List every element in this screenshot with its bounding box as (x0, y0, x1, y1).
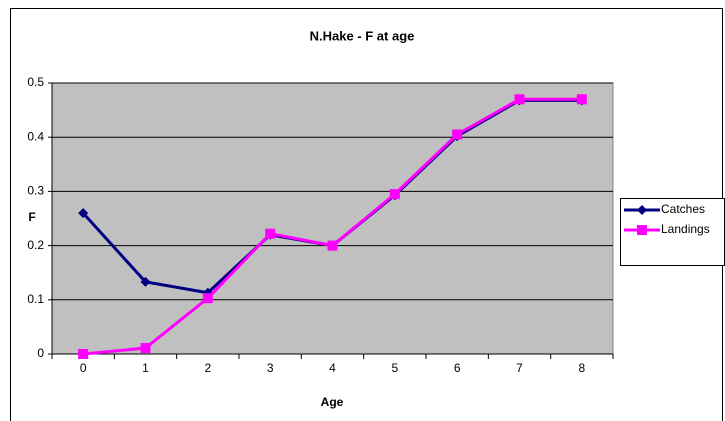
x-axis-label: Age (321, 395, 344, 409)
marker (78, 208, 89, 219)
x-tick-label: 8 (578, 361, 585, 375)
x-tick-label: 7 (516, 361, 523, 375)
x-tick-label: 2 (204, 361, 211, 375)
marker (514, 94, 525, 105)
x-tick-label: 4 (329, 361, 336, 375)
y-tick-label: 0.1 (27, 292, 44, 306)
marker (576, 94, 587, 105)
marker (389, 189, 400, 200)
y-tick-label: 0 (37, 346, 44, 360)
y-tick-label: 0.3 (27, 184, 44, 198)
marker (265, 228, 276, 239)
marker (140, 343, 151, 354)
x-tick-label: 0 (80, 361, 87, 375)
legend-label: Catches (661, 202, 705, 216)
y-tick-label: 0.5 (27, 75, 44, 89)
legend-marker (637, 205, 647, 215)
marker (140, 276, 151, 287)
chart-title: N.Hake - F at age (310, 28, 415, 43)
y-axis-label: F (28, 210, 35, 224)
y-tick-label: 0.2 (27, 238, 44, 252)
x-tick-label: 6 (454, 361, 461, 375)
marker (202, 293, 213, 304)
x-tick-label: 1 (142, 361, 149, 375)
legend-label: Landings (661, 222, 710, 236)
marker (78, 349, 89, 359)
legend-marker (637, 225, 647, 235)
plot-area (51, 82, 614, 355)
marker (327, 240, 338, 251)
x-tick-label: 5 (391, 361, 398, 375)
x-tick-label: 3 (267, 361, 274, 375)
marker (452, 129, 463, 140)
y-tick-label: 0.4 (27, 129, 44, 143)
